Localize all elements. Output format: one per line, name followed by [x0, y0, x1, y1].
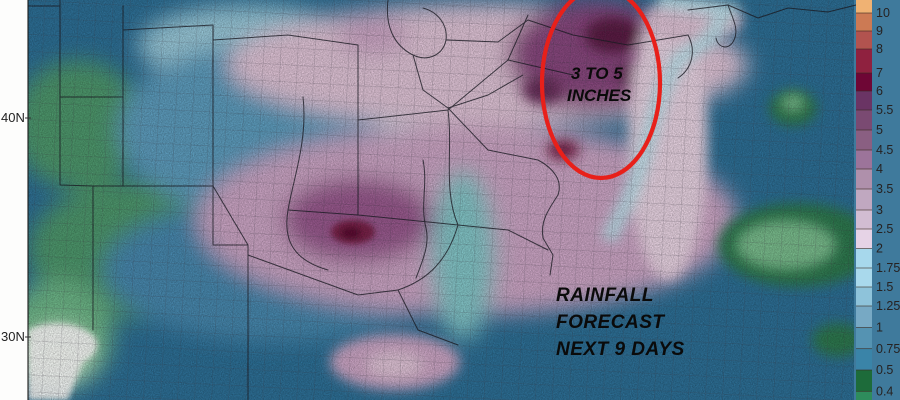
svg-text:40N: 40N — [1, 110, 25, 125]
svg-text:0.5: 0.5 — [876, 363, 893, 377]
svg-text:4: 4 — [876, 162, 883, 176]
svg-text:8: 8 — [876, 42, 883, 56]
svg-text:0.75: 0.75 — [876, 342, 900, 356]
svg-text:INCHES: INCHES — [567, 86, 632, 105]
svg-text:3 TO 5: 3 TO 5 — [571, 64, 623, 83]
svg-text:3: 3 — [876, 203, 883, 217]
svg-text:9: 9 — [876, 24, 883, 38]
svg-text:1.5: 1.5 — [876, 280, 893, 294]
svg-text:NEXT 9 DAYS: NEXT 9 DAYS — [556, 339, 685, 360]
svg-text:10: 10 — [876, 6, 890, 20]
svg-text:30N: 30N — [1, 329, 25, 344]
svg-text:1.25: 1.25 — [876, 299, 900, 313]
svg-text:4.5: 4.5 — [876, 143, 893, 157]
svg-text:6: 6 — [876, 84, 883, 98]
svg-text:7: 7 — [876, 66, 883, 80]
svg-text:5: 5 — [876, 123, 883, 137]
svg-text:0.4: 0.4 — [876, 384, 893, 398]
svg-text:3.5: 3.5 — [876, 182, 893, 196]
svg-text:RAINFALL: RAINFALL — [556, 285, 654, 306]
svg-text:FORECAST: FORECAST — [556, 312, 665, 333]
svg-text:1.75: 1.75 — [876, 261, 900, 275]
svg-text:1: 1 — [876, 321, 883, 335]
svg-text:5.5: 5.5 — [876, 103, 893, 117]
svg-text:2.5: 2.5 — [876, 222, 893, 236]
svg-text:2: 2 — [876, 242, 883, 256]
